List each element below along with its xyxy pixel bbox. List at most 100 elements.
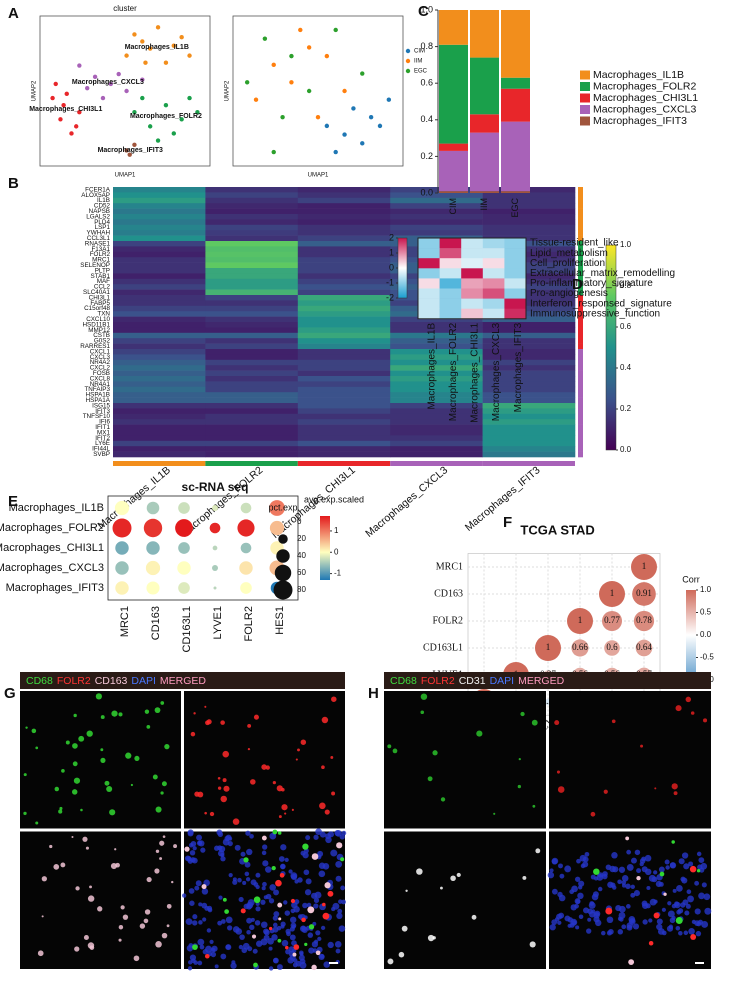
heatmap-cell <box>205 230 299 236</box>
heatmap-cell <box>297 419 391 425</box>
row-label: CXCL8 <box>90 375 111 382</box>
heatmap-cell <box>113 246 206 253</box>
panel-label: B <box>8 175 19 192</box>
cell-signal <box>162 835 166 838</box>
nucleus <box>336 912 343 919</box>
row-label: Macrophages_IFIT3 <box>6 582 104 594</box>
bar-segment <box>470 57 499 115</box>
heatmap-cell <box>205 316 299 323</box>
heatmap-cell <box>482 197 576 204</box>
umap-point <box>147 46 153 51</box>
row-annotation <box>578 386 583 393</box>
bar-segment <box>439 143 468 151</box>
heatmap-cell <box>418 308 440 320</box>
corr-circle <box>632 582 656 606</box>
cell-signal <box>690 934 697 940</box>
cell-signal <box>675 917 683 924</box>
row-label: CD163 <box>434 588 463 599</box>
heatmap-cell <box>113 208 206 215</box>
corr-circle <box>635 639 653 657</box>
nucleus <box>335 830 342 837</box>
heatmap-cell <box>205 322 299 328</box>
heatmap-cell <box>113 446 206 452</box>
row-label: G0S2 <box>94 338 111 345</box>
nucleus <box>273 889 280 896</box>
heatmap-cell <box>113 435 206 442</box>
cell-signal <box>272 781 276 785</box>
row-annotation <box>578 251 583 258</box>
row-annotation <box>578 230 583 236</box>
heatmap-cell <box>439 268 462 279</box>
umap-point <box>262 36 268 41</box>
cell-signal <box>308 924 315 930</box>
bar-segment <box>439 191 468 193</box>
cell-signal <box>100 715 105 720</box>
cell-signal <box>201 884 207 890</box>
dot <box>114 500 130 516</box>
heatmap-cell <box>113 354 206 361</box>
cell-signal <box>531 719 538 726</box>
nucleus <box>688 927 695 935</box>
heatmap-cell <box>113 295 206 301</box>
nucleus <box>317 936 322 941</box>
nucleus <box>551 888 558 895</box>
nucleus <box>611 852 618 859</box>
cell-signal <box>261 835 267 841</box>
umap-point <box>324 53 330 59</box>
nucleus <box>211 945 218 952</box>
umap-point <box>368 114 374 120</box>
row-label: CCL2 <box>94 284 111 291</box>
heatmap-cell <box>482 440 576 447</box>
corr-circle <box>631 554 657 580</box>
heatmap-cell <box>113 224 206 231</box>
cell-signal <box>302 843 309 850</box>
nucleus <box>249 924 255 931</box>
nucleus <box>632 923 640 930</box>
heatmap-cell <box>418 238 440 249</box>
row-annotation <box>578 241 583 247</box>
nucleus <box>602 871 608 877</box>
heatmap-cell <box>390 354 483 361</box>
channel-label: FOLR2 <box>57 675 91 687</box>
nucleus <box>557 920 562 925</box>
heatmap-cell <box>461 258 484 269</box>
cell-signal <box>324 882 331 889</box>
nucleus <box>633 890 640 897</box>
nucleus <box>579 854 587 862</box>
bar-segment <box>470 191 499 193</box>
heatmap-cell <box>504 238 527 249</box>
column-annotation <box>482 461 575 466</box>
x-axis-label: UMAP1 <box>308 173 329 179</box>
heatmap-cell <box>113 343 206 350</box>
y-tick-label: 1.0 <box>420 4 433 14</box>
heatmap-cell <box>439 278 462 289</box>
cell-signal <box>285 945 289 950</box>
nucleus <box>656 923 663 931</box>
channel-label: CD68 <box>390 675 417 687</box>
umap-point <box>140 77 145 82</box>
cell-signal <box>209 811 215 817</box>
cell-signal <box>307 906 315 914</box>
cell-signal <box>184 846 190 852</box>
panel-label: C <box>418 3 429 20</box>
cell-signal <box>321 765 325 770</box>
heatmap-cell <box>390 370 483 377</box>
heatmap-cell <box>297 430 391 436</box>
nucleus <box>197 938 205 946</box>
nucleus <box>594 876 599 881</box>
heatmap-cell <box>390 338 483 344</box>
cell-signal <box>253 896 261 904</box>
row-label: CHI3L1 <box>89 294 111 301</box>
heatmap-cell <box>113 359 206 366</box>
nucleus <box>669 862 677 869</box>
heatmap-cell <box>297 408 391 415</box>
nucleus <box>240 851 246 857</box>
plot-title: TCGA STAD <box>520 522 594 537</box>
cell-signal <box>387 744 392 749</box>
row-label: CD52 <box>94 203 111 210</box>
nucleus <box>244 871 250 877</box>
umap-point <box>108 81 114 87</box>
heatmap-cell <box>113 273 206 280</box>
cell-signal <box>120 905 125 910</box>
cell-signal <box>663 892 667 896</box>
